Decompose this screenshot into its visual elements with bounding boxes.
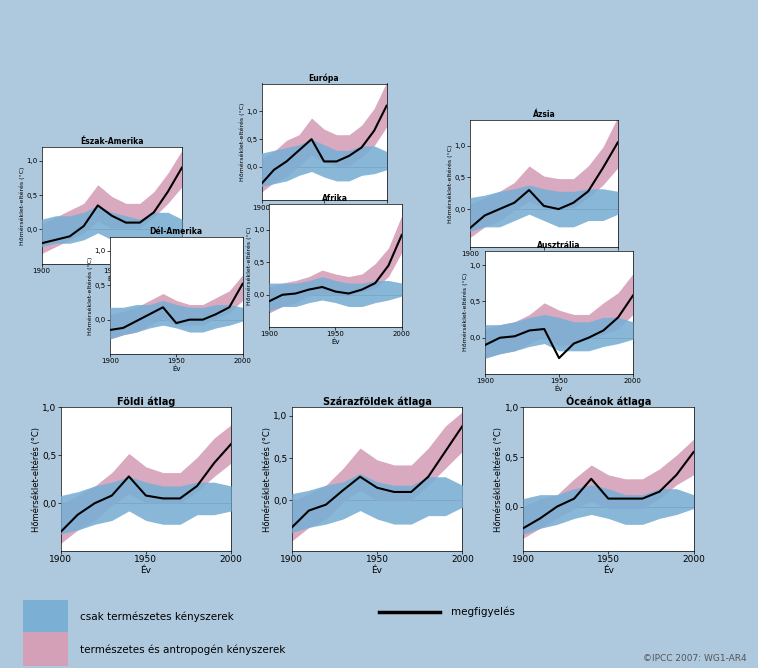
FancyBboxPatch shape	[23, 633, 68, 666]
Text: természetes és antropogén kényszerek: természetes és antropogén kényszerek	[80, 644, 285, 655]
Y-axis label: Hőmérséklet-eltérés (°C): Hőmérséklet-eltérés (°C)	[247, 226, 252, 305]
Y-axis label: Hőmérséklet-eltérés (°C): Hőmérséklet-eltérés (°C)	[20, 166, 25, 244]
Y-axis label: Hőmérséklet-eltérés (°C): Hőmérséklet-eltérés (°C)	[240, 103, 245, 181]
Y-axis label: Hőmérséklet-eltérés (°C): Hőmérséklet-eltérés (°C)	[32, 427, 41, 532]
Text: csak természetes kényszerek: csak természetes kényszerek	[80, 611, 233, 622]
FancyBboxPatch shape	[23, 600, 68, 633]
X-axis label: Év: Év	[540, 259, 548, 265]
X-axis label: Év: Év	[371, 566, 383, 574]
X-axis label: Év: Év	[172, 365, 180, 372]
Title: Óceánok átlaga: Óceánok átlaga	[565, 395, 651, 407]
Title: Afrika: Afrika	[322, 194, 349, 203]
X-axis label: Év: Év	[331, 339, 340, 345]
Y-axis label: Hőmérséklet-eltérés (°C): Hőmérséklet-eltérés (°C)	[463, 273, 468, 351]
Title: Földi átlag: Földi átlag	[117, 396, 175, 407]
Text: megfigyelés: megfigyelés	[451, 607, 515, 617]
Title: Dél-Amerika: Dél-Amerika	[149, 227, 203, 236]
Y-axis label: Hőmérséklet-eltérés (°C): Hőmérséklet-eltérés (°C)	[448, 144, 453, 223]
X-axis label: Év: Év	[140, 566, 152, 574]
Title: Ázsia: Ázsia	[532, 110, 556, 120]
Title: Észak-Amerika: Észak-Amerika	[80, 137, 143, 146]
Y-axis label: Hőmérséklet-eltérés (°C): Hőmérséklet-eltérés (°C)	[88, 257, 93, 335]
Y-axis label: Hőmérséklet-eltérés (°C): Hőmérséklet-eltérés (°C)	[494, 427, 503, 532]
Y-axis label: Hőmérséklet-eltérés (°C): Hőmérséklet-eltérés (°C)	[263, 427, 272, 532]
Text: ©IPCC 2007: WG1-AR4: ©IPCC 2007: WG1-AR4	[643, 655, 747, 663]
Title: Ausztrália: Ausztrália	[537, 240, 581, 250]
X-axis label: Év: Év	[603, 566, 614, 574]
X-axis label: Év: Év	[108, 275, 116, 282]
X-axis label: Év: Év	[320, 212, 328, 218]
Title: Európa: Európa	[309, 73, 340, 83]
Title: Szárazföldek átlaga: Szárazföldek átlaga	[323, 396, 431, 407]
X-axis label: Év: Év	[555, 385, 563, 392]
